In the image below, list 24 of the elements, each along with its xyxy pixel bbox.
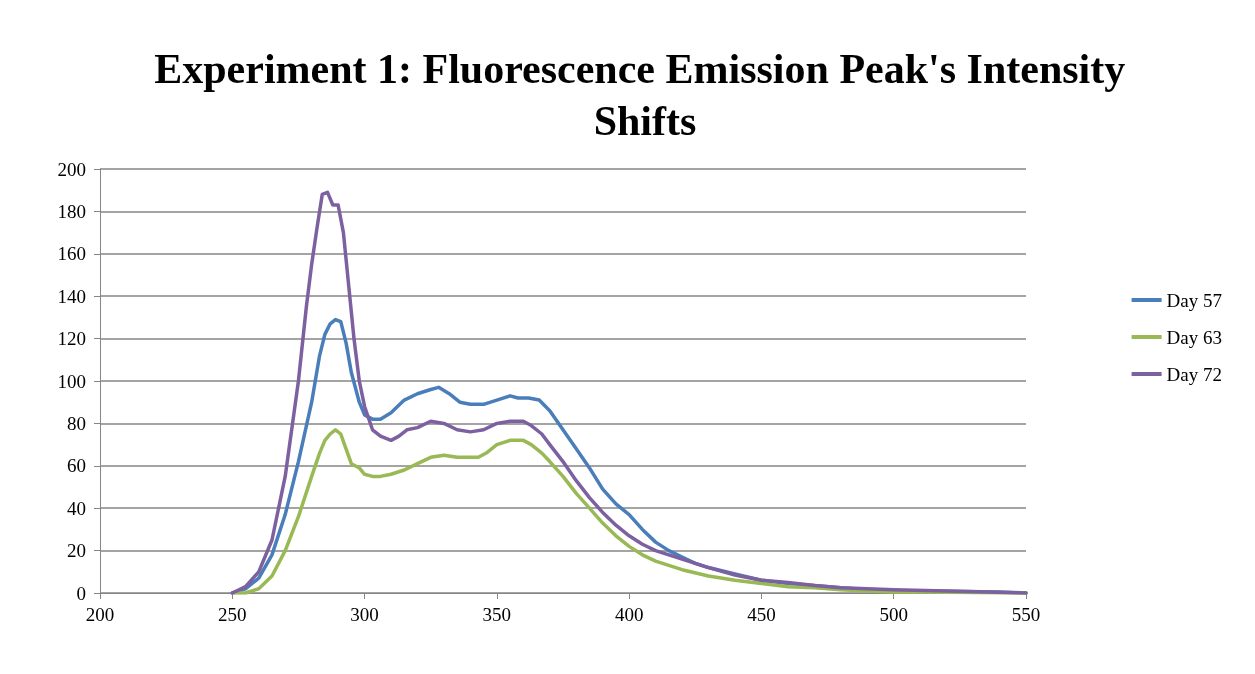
y-tick-label: 160 — [57, 243, 86, 265]
y-tick-label: 200 — [57, 158, 86, 180]
x-tick-label: 550 — [1011, 604, 1041, 625]
y-tick-label: 60 — [67, 455, 86, 477]
x-tick-label: 350 — [482, 604, 512, 625]
legend-label: Day 72 — [1166, 363, 1222, 385]
y-tick-label: 80 — [67, 412, 86, 434]
y-tick-label: 120 — [57, 328, 86, 350]
legend-label: Day 63 — [1166, 326, 1222, 348]
legend-label: Day 57 — [1166, 289, 1222, 311]
x-tick-label: 250 — [218, 604, 247, 625]
x-tick-label: 450 — [747, 604, 776, 625]
y-tick-label: 20 — [67, 540, 86, 562]
y-tick-label: 0 — [76, 582, 86, 604]
x-tick-label: 500 — [879, 604, 908, 625]
x-tick-label: 300 — [350, 604, 379, 625]
x-tick-label: 200 — [85, 604, 115, 625]
x-tick-label: 400 — [614, 604, 644, 625]
chart-title: Experiment 1: Fluorescence Emission Peak's Intensity Shifts — [154, 46, 1136, 144]
y-tick-label: 100 — [57, 370, 86, 392]
y-tick-label: 140 — [57, 285, 86, 307]
y-tick-label: 40 — [67, 497, 86, 519]
line-series — [230, 190, 1028, 595]
y-tick-label: 180 — [57, 200, 86, 222]
